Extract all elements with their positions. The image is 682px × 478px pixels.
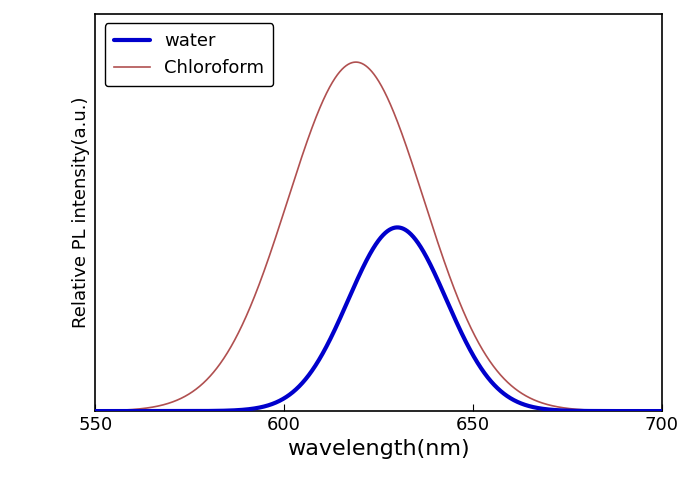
Y-axis label: Relative PL intensity(a.u.): Relative PL intensity(a.u.) (72, 97, 90, 328)
water (647, 408, 655, 414)
water (657, 408, 666, 414)
Legend: water, Chloroform: water, Chloroform (104, 23, 273, 87)
water (333, 322, 341, 327)
water (586, 408, 594, 414)
water (156, 408, 164, 414)
Chloroform (308, 123, 316, 129)
Chloroform (352, 59, 360, 65)
X-axis label: wavelength(nm): wavelength(nm) (287, 439, 470, 459)
Chloroform (647, 408, 655, 414)
Chloroform (586, 407, 594, 413)
Chloroform (657, 408, 666, 414)
water (308, 367, 316, 373)
Line: water: water (95, 228, 662, 411)
water (190, 408, 198, 414)
Line: Chloroform: Chloroform (95, 62, 662, 411)
Chloroform (156, 403, 164, 409)
Chloroform (91, 408, 100, 414)
water (394, 225, 402, 230)
water (91, 408, 100, 414)
Chloroform (190, 388, 198, 394)
Chloroform (333, 72, 341, 78)
